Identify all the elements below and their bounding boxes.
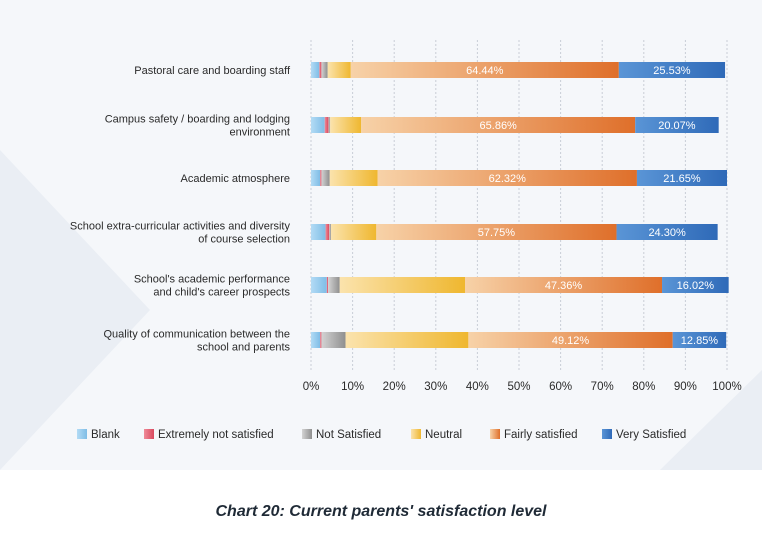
bar-segment <box>324 117 329 133</box>
data-label: 47.36% <box>545 280 583 292</box>
legend-swatch <box>77 429 87 439</box>
data-label: 25.53% <box>653 65 691 77</box>
bar-segment <box>327 62 351 78</box>
data-label: 12.85% <box>681 335 719 347</box>
data-label: 24.30% <box>648 227 686 239</box>
data-label: 62.32% <box>489 173 527 185</box>
x-tick-label: 70% <box>591 381 614 393</box>
category-label: School's academic performance <box>134 274 290 286</box>
chart-caption: Chart 20: Current parents' satisfaction … <box>215 503 547 520</box>
x-tick-label: 60% <box>549 381 572 393</box>
bar-segment <box>465 277 663 293</box>
legend-swatch <box>411 429 421 439</box>
background-shape <box>660 370 762 470</box>
x-tick-label: 30% <box>424 381 447 393</box>
legend-swatch <box>302 429 312 439</box>
bar-segment <box>662 277 729 293</box>
x-tick-label: 40% <box>466 381 489 393</box>
bar-segment <box>672 332 727 348</box>
bar-segment <box>321 170 330 186</box>
category-label: Campus safety / boarding and lodging <box>105 114 290 126</box>
bar-segment <box>311 62 320 78</box>
data-label: 49.12% <box>552 335 590 347</box>
bar-segment <box>321 62 328 78</box>
bar-segment <box>468 332 673 348</box>
bar-segment <box>326 277 329 293</box>
category-label: School extra-curricular activities and d… <box>70 221 291 233</box>
bar-segment <box>320 170 322 186</box>
background-shape <box>0 150 150 470</box>
bar-segment <box>320 332 322 348</box>
category-label: Pastoral care and boarding staff <box>134 65 291 77</box>
legend-label: Neutral <box>425 429 462 441</box>
x-tick-label: 90% <box>674 381 697 393</box>
bar-segment <box>376 224 617 240</box>
legend-swatch <box>144 429 154 439</box>
data-label: 21.65% <box>663 173 701 185</box>
bar-segment <box>328 277 340 293</box>
legend-label: Extremely not satisfied <box>158 429 274 441</box>
x-tick-label: 100% <box>712 381 741 393</box>
bar-segment <box>635 117 719 133</box>
bar-segment <box>636 170 727 186</box>
category-label: Academic atmosphere <box>181 173 290 185</box>
bar-segment <box>311 224 326 240</box>
bar-segment <box>311 170 321 186</box>
data-label: 16.02% <box>677 280 715 292</box>
bar-segment <box>325 224 330 240</box>
bar-segment <box>377 170 637 186</box>
category-label: Quality of communication between the <box>104 329 291 341</box>
bar-segment <box>345 332 469 348</box>
legend-swatch <box>490 429 500 439</box>
legend-swatch <box>602 429 612 439</box>
data-label: 65.86% <box>480 120 518 132</box>
legend-label: Very Satisfied <box>616 429 686 441</box>
category-label: and child's career prospects <box>153 287 290 299</box>
x-tick-label: 50% <box>507 381 530 393</box>
bar-segment <box>319 62 322 78</box>
legend-label: Not Satisfied <box>316 429 381 441</box>
x-tick-label: 10% <box>341 381 364 393</box>
bar-segment <box>311 332 321 348</box>
category-label: school and parents <box>197 342 290 354</box>
bar-segment <box>616 224 718 240</box>
bar-segment <box>339 277 466 293</box>
category-label: environment <box>229 127 290 139</box>
chart-panel: Pastoral care and boarding staff 64.44% 25… <box>0 40 762 470</box>
bar-segment <box>330 117 362 133</box>
x-tick-label: 0% <box>303 381 320 393</box>
data-label: 64.44% <box>466 65 504 77</box>
data-label: 57.75% <box>478 227 516 239</box>
bar-segment <box>329 224 331 240</box>
bar-segment <box>330 224 377 240</box>
bar-segment <box>361 117 636 133</box>
bar-segment <box>321 332 346 348</box>
bar-segment <box>350 62 619 78</box>
category-label: of course selection <box>198 234 290 246</box>
stacked-bar-chart: Pastoral care and boarding staff 64.44% 25… <box>0 40 762 470</box>
x-tick-label: 80% <box>632 381 655 393</box>
bar-segment <box>328 117 331 133</box>
bar-segment <box>311 117 325 133</box>
data-label: 20.07% <box>658 120 696 132</box>
legend-label: Blank <box>91 429 120 441</box>
x-tick-label: 20% <box>383 381 406 393</box>
bar-segment <box>618 62 726 78</box>
bar-segment <box>311 277 327 293</box>
legend-label: Fairly satisfied <box>504 429 578 441</box>
bar-segment <box>329 170 378 186</box>
